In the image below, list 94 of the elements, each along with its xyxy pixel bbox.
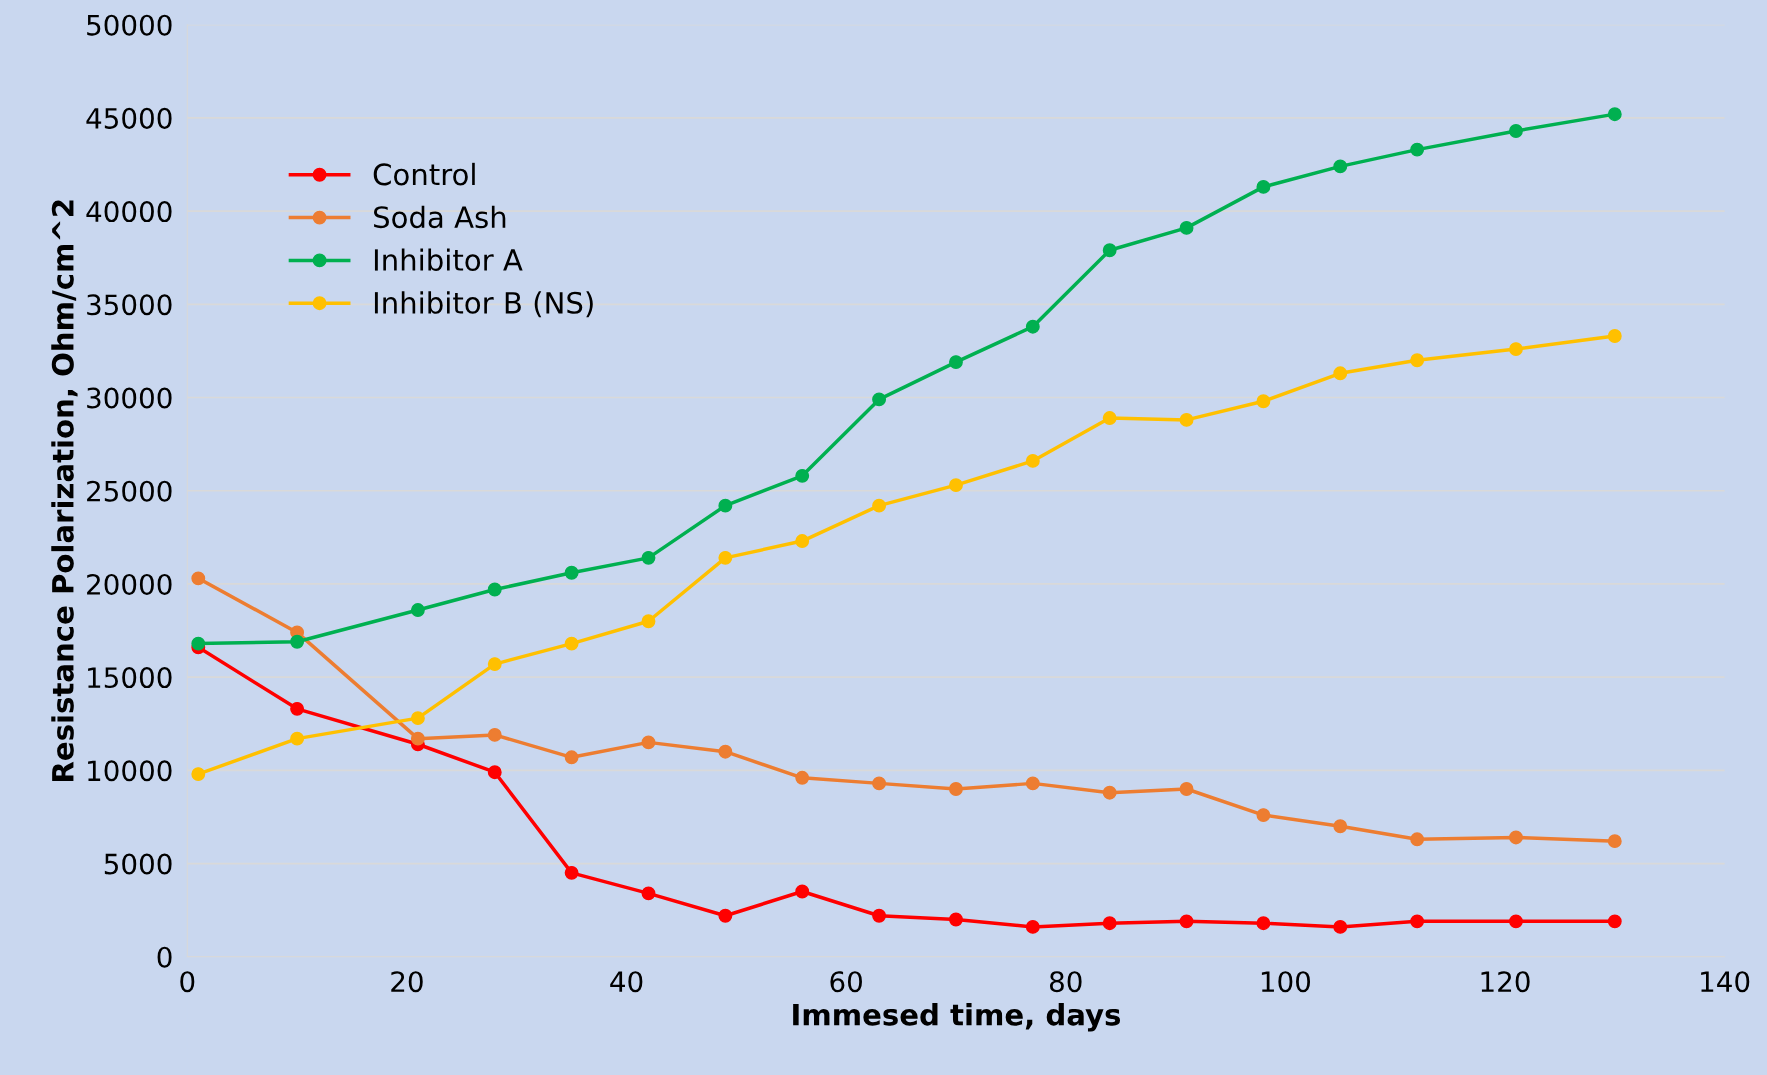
legend-label: Soda Ash [374, 205, 506, 229]
y-tick-label: 45000 [86, 107, 172, 129]
y-tick-label: 15000 [88, 667, 172, 689]
point [191, 571, 206, 586]
point [564, 750, 579, 765]
point [718, 908, 733, 923]
y-tick-label: 20000 [87, 573, 172, 595]
y-tick-label: 0 [157, 946, 172, 968]
point [1256, 916, 1271, 931]
point [410, 603, 425, 617]
point [872, 776, 887, 791]
point [949, 355, 963, 370]
point [1509, 830, 1523, 845]
point [718, 744, 733, 759]
point [1102, 411, 1117, 425]
point [1179, 220, 1194, 235]
point [1025, 453, 1040, 468]
point [410, 731, 425, 746]
point [1179, 914, 1194, 929]
x-tick-label: 80 [1049, 971, 1082, 993]
point [1410, 832, 1425, 847]
point [795, 884, 810, 899]
point [872, 392, 887, 407]
point [487, 582, 502, 597]
point [1410, 353, 1425, 368]
point [641, 550, 656, 565]
point [718, 498, 733, 513]
point [641, 886, 656, 901]
legend-label: Control [373, 162, 475, 186]
x-tick-label: 0 [180, 971, 195, 993]
point [487, 765, 502, 780]
point [1102, 916, 1117, 931]
point [949, 912, 963, 927]
point [641, 735, 656, 750]
point [564, 565, 579, 580]
x-tick-label: 20 [391, 971, 423, 993]
point [1025, 319, 1040, 334]
point [872, 908, 887, 923]
point [1256, 808, 1271, 823]
x-tick-label: 120 [1481, 971, 1530, 993]
y-tick-label: 30000 [87, 387, 172, 409]
x-tick-label: 100 [1261, 971, 1311, 993]
point [795, 770, 810, 785]
point [1509, 914, 1523, 929]
x-axis-title: Immesed time, days [793, 1003, 1121, 1032]
y-axis-title: Resistance Polarization, Ohm/cm^2 [51, 200, 78, 781]
y-tick-label: 25000 [87, 480, 172, 502]
point [410, 711, 425, 726]
x-tick-label: 140 [1701, 971, 1750, 993]
point [1509, 124, 1523, 138]
point [1607, 107, 1622, 122]
point [1410, 142, 1425, 157]
point [1333, 819, 1348, 834]
point [1102, 243, 1117, 258]
point [564, 865, 579, 880]
point [1179, 782, 1194, 796]
point [1102, 785, 1117, 800]
y-tick-label: 50000 [87, 14, 172, 36]
point [1256, 394, 1271, 409]
point [564, 636, 579, 651]
point [1410, 914, 1425, 929]
y-tick-label: 40000 [86, 201, 172, 223]
point [1607, 834, 1622, 849]
point [641, 614, 656, 629]
point [191, 767, 206, 782]
point [290, 731, 305, 746]
y-tick-label: 35000 [87, 294, 172, 316]
point [795, 468, 810, 483]
point [1509, 342, 1523, 357]
point [795, 534, 810, 549]
point [949, 478, 963, 493]
x-tick-label: 40 [610, 971, 643, 993]
x-tick-label: 60 [830, 971, 862, 993]
point [872, 498, 887, 513]
legend-label: Inhibitor A [374, 248, 523, 272]
point [290, 634, 305, 649]
point [949, 782, 963, 796]
point [1607, 914, 1622, 929]
legend-label: Inhibitor B (NS) [374, 291, 593, 318]
point [1179, 412, 1194, 427]
y-tick-label: 5000 [104, 853, 172, 875]
point [718, 550, 733, 565]
y-tick-label: 10000 [88, 760, 172, 782]
point [1333, 919, 1348, 934]
point [1333, 366, 1348, 381]
point [1025, 776, 1040, 791]
point [1256, 179, 1271, 194]
point [487, 657, 502, 672]
point [1025, 919, 1040, 934]
point [191, 636, 206, 651]
point [1333, 159, 1348, 174]
point [290, 701, 305, 716]
point [1607, 329, 1622, 343]
point [487, 727, 502, 742]
